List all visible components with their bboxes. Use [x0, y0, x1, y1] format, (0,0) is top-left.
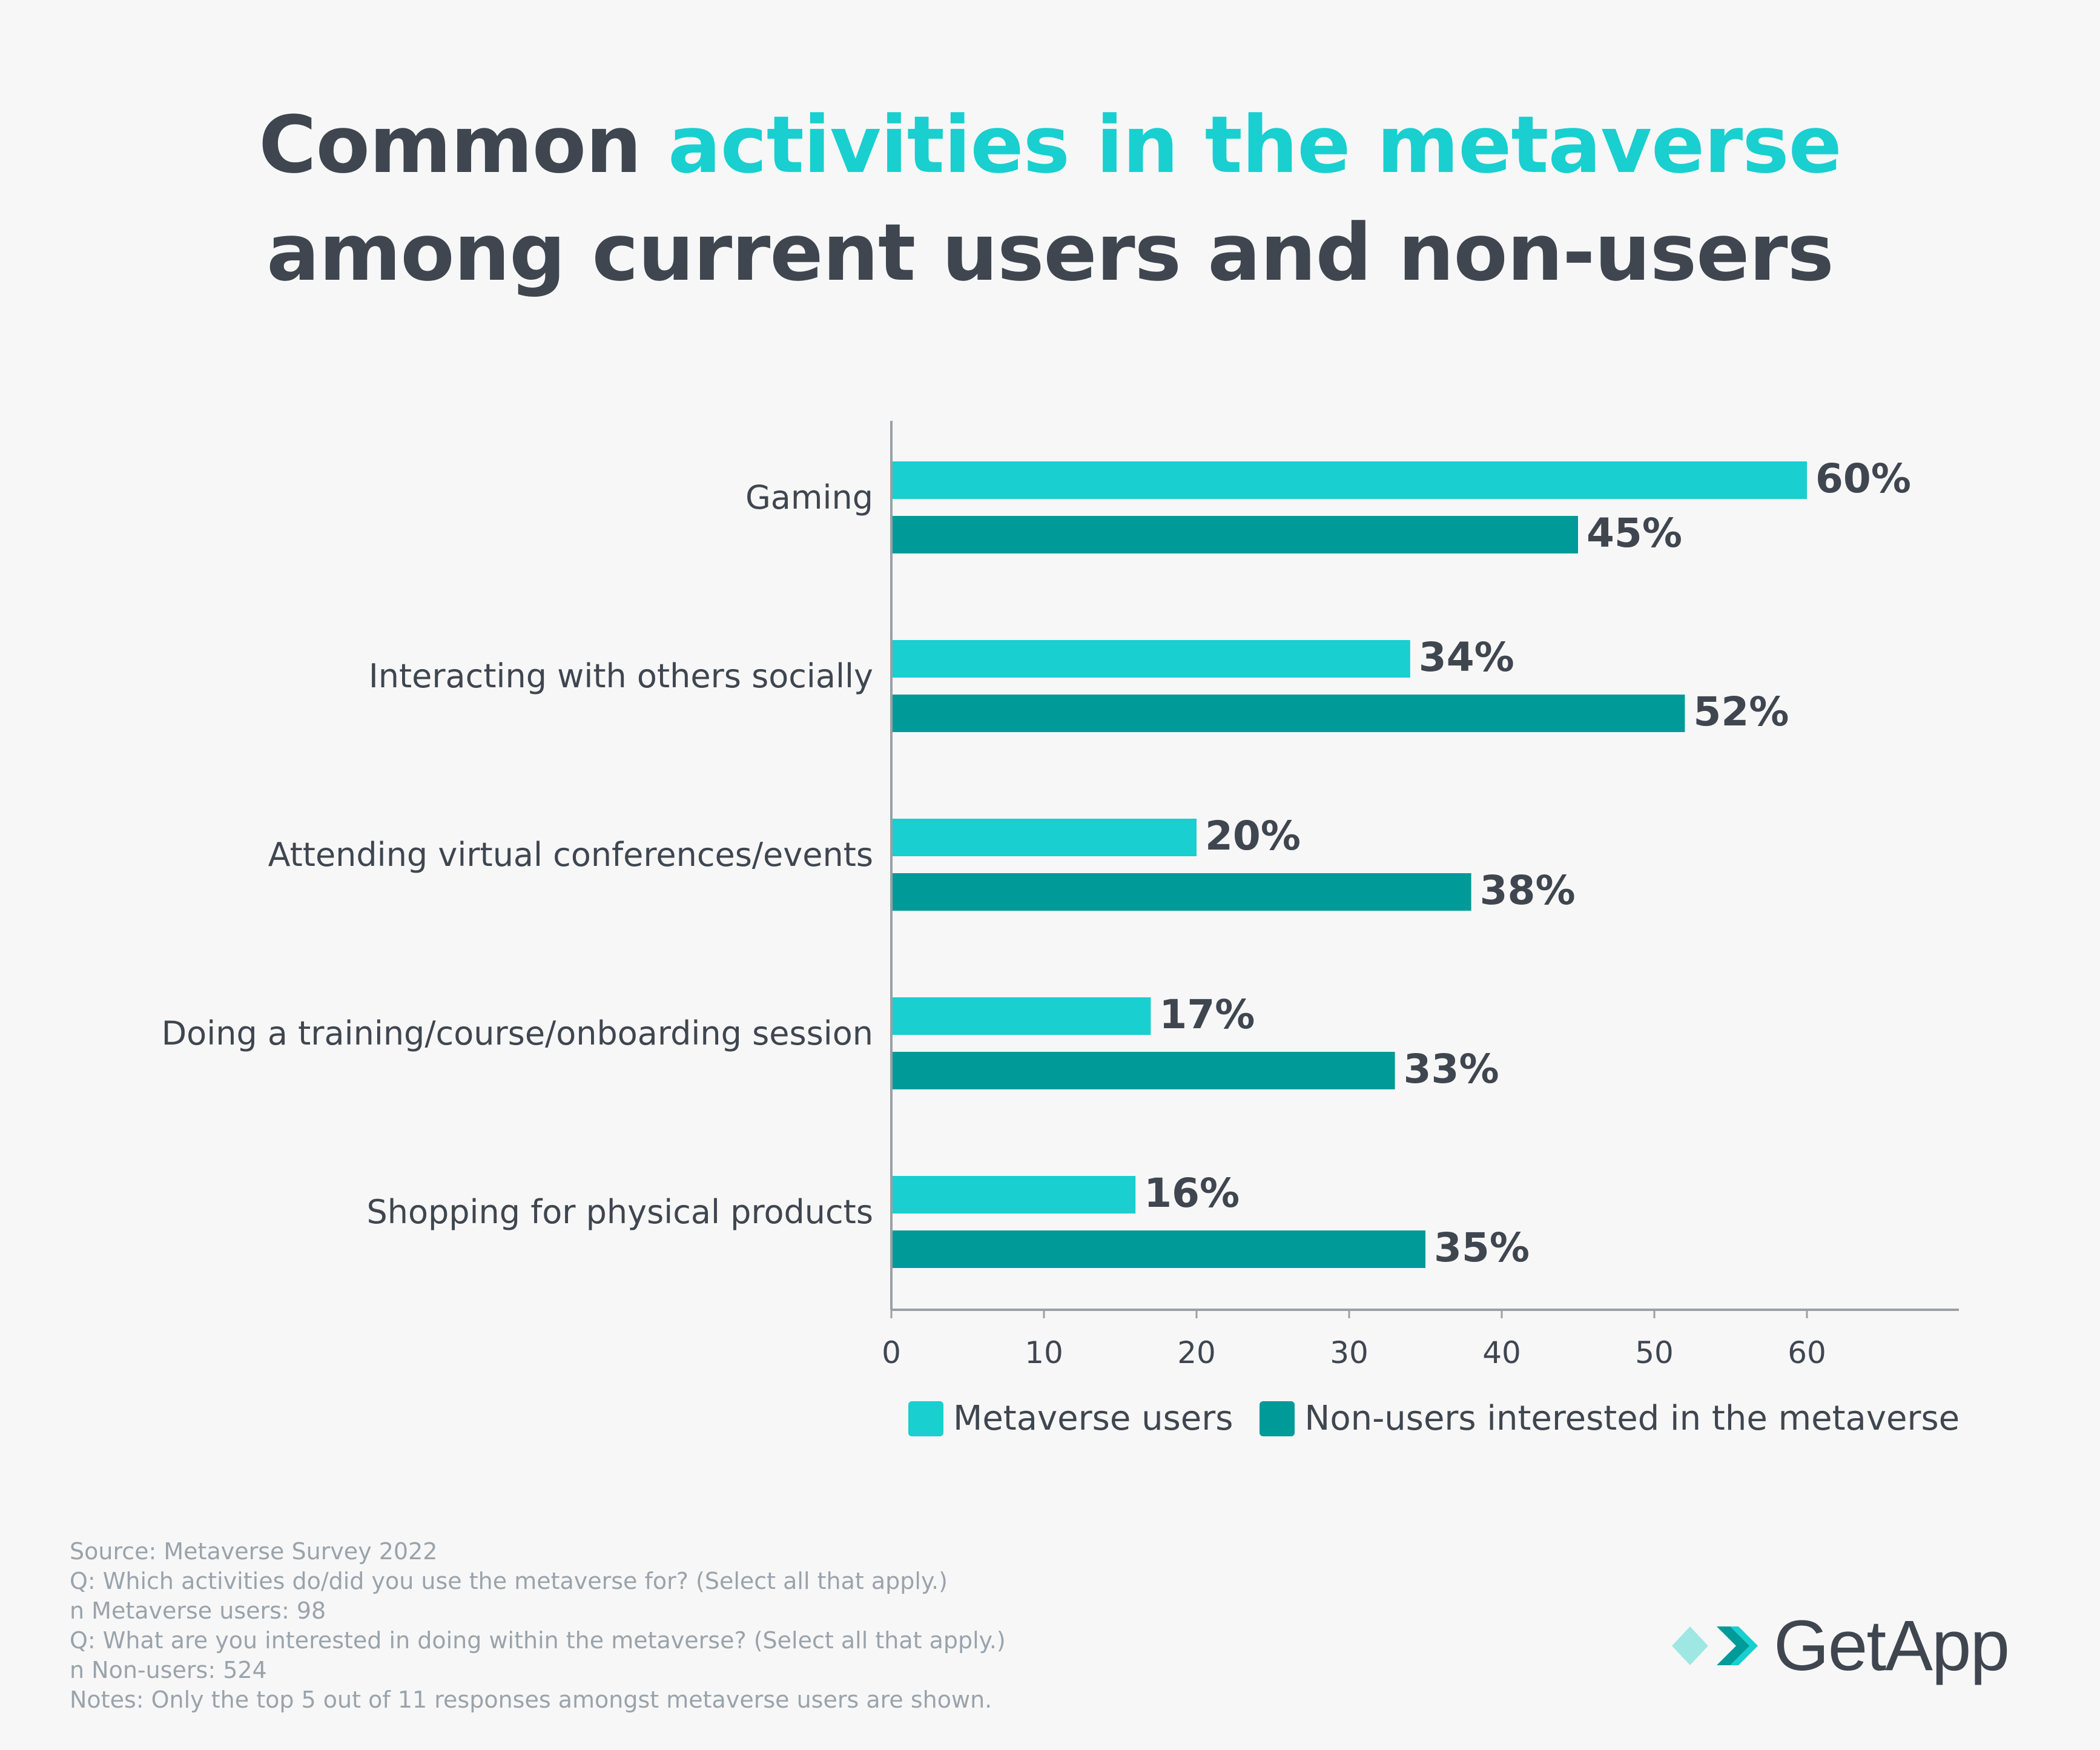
x-tick-label: 0 — [882, 1335, 901, 1370]
footer-question-users: Q: Which activities do/did you use the m… — [70, 1568, 948, 1594]
data-label-nonusers: 33% — [1404, 1046, 1499, 1092]
legend-swatch-nonusers — [1260, 1401, 1295, 1436]
legend: Metaverse users Non-users interested in … — [908, 1399, 1986, 1438]
getapp-wordmark: GetApp — [1774, 1606, 2010, 1686]
data-label-nonusers: 45% — [1587, 510, 1682, 556]
title-line-1: Common activities in the metaverse — [0, 91, 2100, 199]
footer-question-nonusers: Q: What are you interested in doing with… — [70, 1627, 1006, 1654]
footer-notes: Source: Metaverse Survey 2022 Q: Which a… — [70, 1537, 1006, 1715]
data-label-users: 16% — [1144, 1170, 1240, 1217]
data-label-nonusers: 38% — [1480, 867, 1576, 914]
legend-label-nonusers: Non-users interested in the metaverse — [1304, 1399, 1960, 1438]
category-label: Gaming — [745, 478, 873, 517]
category-label: Shopping for physical products — [366, 1193, 873, 1231]
data-label-nonusers: 52% — [1693, 688, 1789, 735]
legend-swatch-users — [908, 1401, 943, 1436]
data-label-users: 17% — [1159, 991, 1255, 1038]
title-line-2: among current users and non-users — [266, 206, 1834, 299]
data-label-users: 34% — [1419, 634, 1514, 681]
bar-nonusers — [891, 516, 1578, 553]
legend-item-users: Metaverse users — [908, 1399, 1233, 1438]
bar-nonusers — [891, 1230, 1425, 1268]
category-label: Attending virtual conferences/events — [268, 836, 873, 874]
legend-label-users: Metaverse users — [953, 1399, 1233, 1438]
bar-nonusers — [891, 1052, 1395, 1089]
title-part-1: Common — [259, 99, 668, 191]
bar-nonusers — [891, 695, 1685, 732]
getapp-chevrons-icon — [1672, 1626, 1758, 1665]
data-label-users: 60% — [1815, 455, 1911, 502]
bar-users — [891, 640, 1410, 678]
footer-notes-line: Notes: Only the top 5 out of 11 response… — [70, 1686, 992, 1713]
bar-users — [891, 461, 1807, 499]
x-tick-label: 10 — [1025, 1335, 1063, 1370]
category-label: Interacting with others socially — [369, 657, 873, 695]
category-label: Doing a training/course/onboarding sessi… — [162, 1014, 873, 1052]
bar-nonusers — [891, 873, 1471, 911]
chart-title: Common activities in the metaverse among… — [0, 91, 2100, 306]
bar-users — [891, 997, 1151, 1035]
legend-item-nonusers: Non-users interested in the metaverse — [1260, 1399, 1960, 1438]
footer-n-users: n Metaverse users: 98 — [70, 1597, 326, 1624]
bar-users — [891, 819, 1197, 856]
x-tick-label: 20 — [1177, 1335, 1216, 1370]
x-tick-label: 60 — [1788, 1335, 1826, 1370]
footer-n-nonusers: n Non-users: 524 — [70, 1657, 267, 1683]
bar-users — [891, 1176, 1136, 1213]
bar-chart: Gaming 60% 45% Interacting with others soci… — [162, 421, 1959, 1370]
x-tick-label: 50 — [1635, 1335, 1674, 1370]
getapp-logo: GetApp — [1668, 1605, 2010, 1687]
footer-source: Source: Metaverse Survey 2022 — [70, 1538, 438, 1565]
x-tick-label: 40 — [1482, 1335, 1521, 1370]
x-tick-label: 30 — [1330, 1335, 1369, 1370]
data-label-users: 20% — [1205, 813, 1301, 859]
data-label-nonusers: 35% — [1434, 1224, 1530, 1271]
title-accent: activities in the metaverse — [667, 99, 1842, 191]
